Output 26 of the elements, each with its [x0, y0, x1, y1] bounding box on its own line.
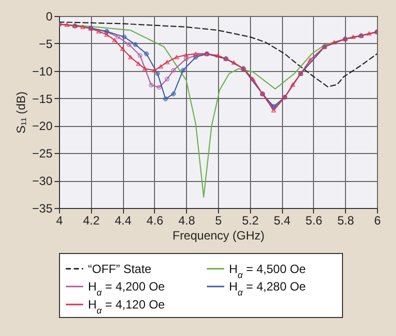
x-tick-label: 4.4	[114, 214, 132, 228]
x-axis-title: Frequency (GHz)	[172, 228, 265, 242]
x-tick-label: 5.8	[337, 214, 354, 228]
legend-label: H$_{α}$ = 4,120 Oe	[88, 298, 166, 316]
x-tick-label: 4.6	[146, 214, 164, 228]
y-tick-label: −10	[32, 64, 53, 78]
y-axis-title: S₁₁ (dB)	[14, 91, 28, 134]
x-tick-label: 4	[56, 214, 64, 228]
y-tick-label: 0	[46, 10, 53, 24]
x-tick-label: 5.4	[274, 214, 291, 228]
legend-label: H$_{α}$ = 4,200 Oe	[88, 280, 166, 298]
legend-label: “OFF” State	[88, 262, 152, 276]
y-tick-label: −30	[32, 174, 53, 188]
x-tick-label: 5.6	[306, 214, 323, 228]
y-tick-label: −5	[38, 36, 53, 51]
legend-label: H$_{α}$ = 4,500 Oe	[229, 262, 306, 280]
y-tick-label: −35	[32, 202, 53, 216]
y-tick-label: −25	[32, 146, 53, 161]
y-tick-label: −20	[32, 119, 53, 134]
y-tick-label: −15	[32, 92, 53, 106]
x-tick-label: 5.2	[242, 214, 259, 228]
x-tick-label: 4.2	[82, 214, 100, 228]
x-tick-label: 6	[374, 214, 382, 228]
x-tick-label: 5	[215, 214, 222, 228]
x-tick-label: 4.8	[178, 214, 196, 228]
legend-label: H$_{α}$ = 4,280 Oe	[229, 280, 306, 298]
